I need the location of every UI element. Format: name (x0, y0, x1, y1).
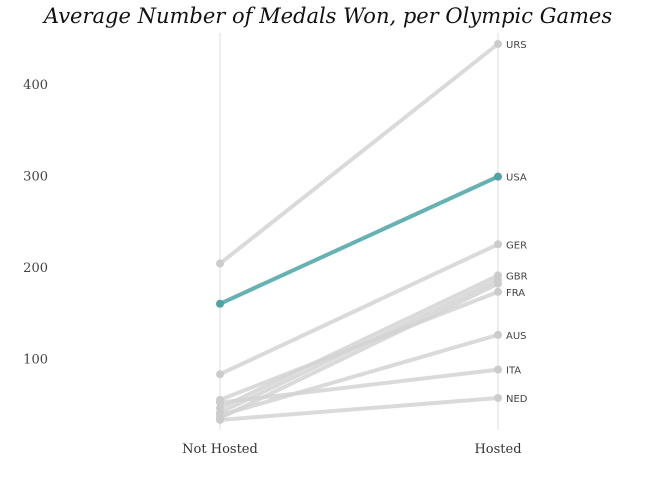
data-point-usa (494, 172, 502, 181)
grid-layer (219, 33, 499, 430)
data-point-ger (216, 370, 224, 379)
series-unlabeled (216, 279, 502, 423)
series-line-ned (218, 395, 500, 422)
y-tick-label: 400 (23, 78, 48, 93)
series-line-gbr (218, 273, 500, 411)
series-usa (216, 172, 502, 308)
data-point-usa (216, 299, 224, 308)
x-tick-label: Hosted (474, 442, 521, 457)
series-label-urs: URS (506, 40, 527, 51)
data-point-unlabeled (494, 279, 502, 288)
series-urs (216, 39, 502, 268)
data-point-ned (494, 393, 502, 402)
data-point-ita (216, 398, 224, 407)
series-label-ned: NED (506, 394, 528, 405)
data-point-ita (494, 365, 502, 374)
axis-layer: 100 200 300 400 Not Hosted Hosted (23, 78, 521, 457)
series-line-urs (218, 41, 500, 266)
series-label-usa: USA (506, 173, 527, 184)
series-line-aus (218, 332, 500, 418)
series-label-gbr: GBR (506, 271, 528, 282)
chart-title: Average Number of Medals Won, per Olympi… (43, 4, 613, 28)
series-label-ger: GER (506, 240, 527, 251)
series-layer (216, 39, 502, 424)
y-tick-label: 300 (23, 170, 48, 185)
series-label-aus: AUS (506, 331, 527, 342)
data-point-fra (494, 287, 502, 296)
y-tick-label: 100 (23, 353, 48, 368)
series-line-unlabeled (218, 277, 500, 415)
data-point-urs (216, 259, 224, 268)
series-ger (216, 240, 502, 379)
series-label-fra: FRA (506, 288, 525, 299)
data-point-ger (494, 240, 502, 249)
data-point-unlabeled (216, 414, 224, 423)
series-line-usa (218, 174, 500, 306)
series-line-unlabeled (218, 281, 500, 421)
series-line-ger (218, 242, 500, 377)
label-layer: URS GER GBR FRA AUS ITA NED USA (506, 40, 528, 405)
data-point-unlabeled (216, 408, 224, 417)
data-point-aus (494, 330, 502, 339)
data-point-urs (494, 39, 502, 48)
y-tick-label: 200 (23, 261, 48, 276)
x-tick-label: Not Hosted (182, 442, 258, 457)
series-label-ita: ITA (506, 366, 521, 377)
series-gbr (216, 271, 502, 413)
